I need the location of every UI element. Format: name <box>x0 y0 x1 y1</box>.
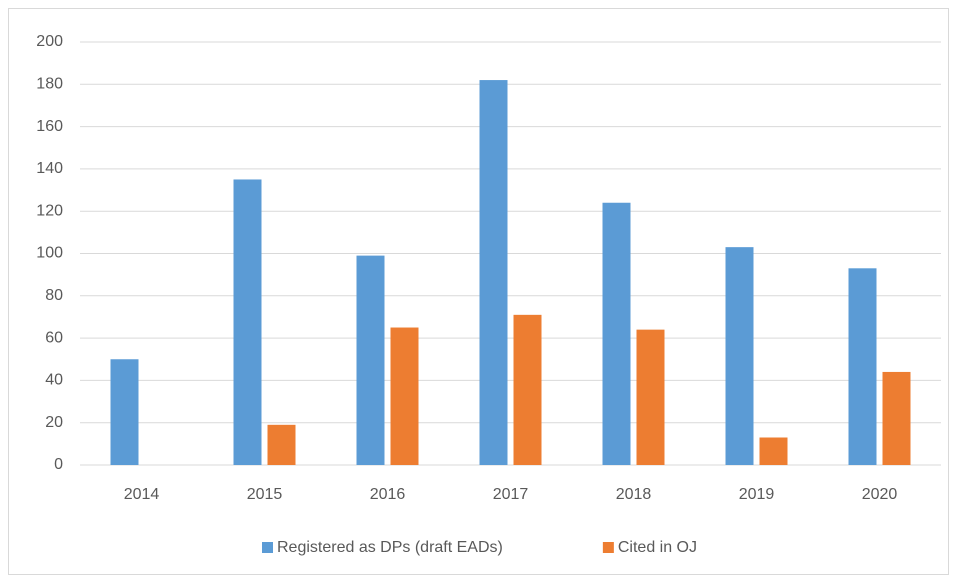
y-tick-label: 120 <box>36 202 63 219</box>
bar <box>513 314 542 465</box>
y-tick-label: 80 <box>45 287 63 304</box>
bar <box>725 247 754 465</box>
legend-swatch <box>262 542 273 553</box>
bar <box>602 202 631 466</box>
bar <box>759 437 788 465</box>
bar <box>110 359 139 465</box>
y-tick-label: 40 <box>45 372 63 389</box>
x-tick-label: 2020 <box>862 486 898 503</box>
legend-label: Registered as DPs (draft EADs) <box>277 539 503 556</box>
y-tick-label: 160 <box>36 118 63 135</box>
y-tick-label: 140 <box>36 160 63 177</box>
legend-swatch <box>602 542 614 553</box>
x-tick-label: 2018 <box>616 486 652 503</box>
y-tick-label: 20 <box>45 414 63 431</box>
y-tick-label: 0 <box>54 456 63 473</box>
y-tick-label: 60 <box>45 329 63 346</box>
bar <box>882 371 911 465</box>
y-tick-label: 180 <box>36 76 63 93</box>
x-tick-label: 2015 <box>247 486 283 503</box>
bar <box>848 268 877 465</box>
bar <box>636 329 665 465</box>
y-tick-label: 100 <box>36 245 63 262</box>
bar <box>479 80 508 465</box>
bar <box>233 179 262 465</box>
x-tick-label: 2017 <box>493 486 529 503</box>
y-tick-label: 200 <box>36 33 63 50</box>
chart-frame <box>8 8 949 575</box>
bar <box>267 424 296 465</box>
bar <box>356 255 385 465</box>
x-tick-label: 2014 <box>124 486 160 503</box>
bar <box>390 327 419 465</box>
x-tick-label: 2016 <box>370 486 406 503</box>
legend-label: Cited in OJ <box>618 539 697 556</box>
x-tick-label: 2019 <box>739 486 775 503</box>
